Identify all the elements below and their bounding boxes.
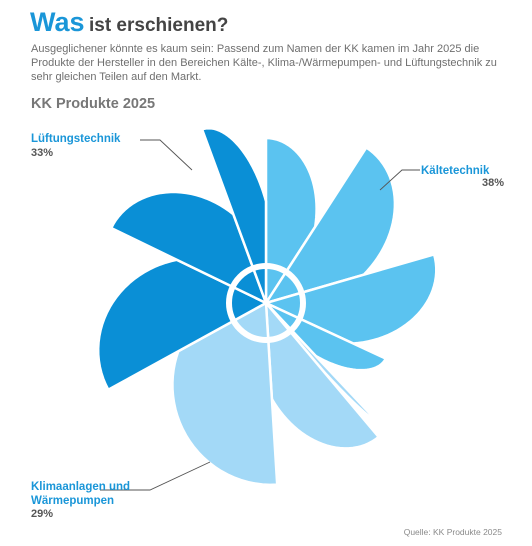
leader-line-kaeltetechnik <box>379 169 420 191</box>
leader-line-klimaanlagen <box>100 461 211 491</box>
pie-petal-lueftungstechnik-2 <box>109 190 268 305</box>
pie-petal-klimaanlagen-2 <box>264 301 380 450</box>
category-value-kaeltetechnik: 38% <box>482 177 505 189</box>
pie-petal-kaeltetechnik-1 <box>264 136 318 305</box>
hub-ring <box>226 263 306 343</box>
category-value-klimaanlagen: 29% <box>31 508 54 520</box>
pie-petal-kaeltetechnik-2 <box>264 146 397 305</box>
headline-rest: ist erschienen? <box>88 15 229 36</box>
source-note: Quelle: KK Produkte 2025 <box>403 527 502 537</box>
category-label-klimaanlagen: Klimaanlagen und Wärmepumpen <box>31 481 131 507</box>
pie-petal-lueftungstechnik-1 <box>96 258 268 391</box>
headline-accent: Was <box>30 7 85 37</box>
intro-text: Ausgeglichener könnte es kaum sein: Pass… <box>31 43 497 83</box>
category-value-lueftungstechnik: 33% <box>31 147 54 159</box>
pie-petal-kaeltetechnik-3 <box>264 253 438 345</box>
chart-title: KK Produkte 2025 <box>31 96 156 112</box>
category-label-kaeltetechnik: Kältetechnik <box>421 165 490 177</box>
headline: Was ist erschienen? <box>30 6 228 43</box>
category-label-lueftungstechnik: Lüftungstechnik <box>31 133 121 145</box>
pie-petal-lueftungstechnik-3 <box>200 126 268 305</box>
leader-line-lueftungstechnik <box>140 139 193 171</box>
pie-petal-klimaanlagen-3 <box>171 301 279 487</box>
